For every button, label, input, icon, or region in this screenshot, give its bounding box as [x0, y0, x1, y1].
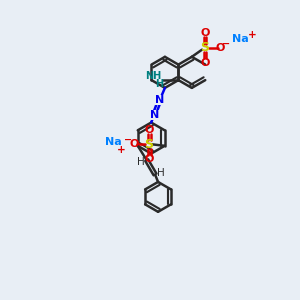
Text: +: + — [248, 30, 256, 40]
Text: O: O — [201, 28, 210, 38]
Text: O: O — [201, 58, 210, 68]
Text: O: O — [145, 125, 154, 135]
Text: +: + — [117, 145, 126, 155]
Text: −: − — [222, 38, 230, 48]
Text: N: N — [150, 110, 159, 120]
Text: Na: Na — [232, 34, 249, 44]
Text: S: S — [200, 41, 209, 54]
Text: Na: Na — [105, 137, 122, 147]
Text: H: H — [155, 79, 164, 89]
Text: S: S — [145, 138, 154, 151]
Text: NH: NH — [145, 71, 161, 81]
Text: H: H — [157, 168, 165, 178]
Text: O: O — [145, 154, 154, 164]
Text: N: N — [155, 95, 164, 105]
Text: O: O — [130, 139, 139, 149]
Text: −: − — [124, 135, 132, 145]
Text: H: H — [137, 157, 145, 166]
Text: O: O — [215, 43, 225, 53]
